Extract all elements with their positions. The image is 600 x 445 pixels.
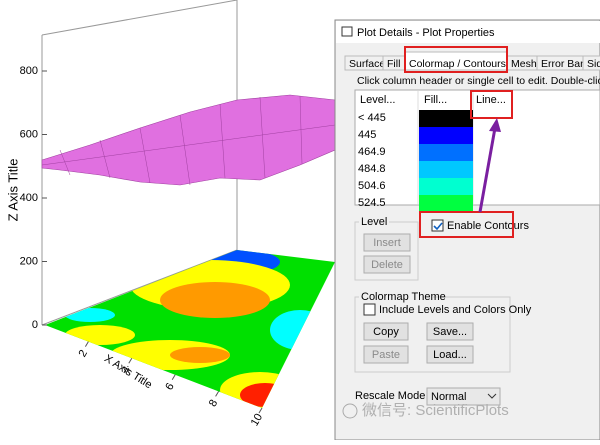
fill-swatch[interactable] (419, 161, 473, 178)
window-icon (341, 26, 353, 37)
button[interactable] (426, 322, 474, 341)
button-label: Delete (371, 259, 403, 271)
tab-label: Mesh (511, 58, 537, 70)
fill-swatch[interactable] (419, 110, 473, 127)
level-cell[interactable]: 464.9 (358, 146, 386, 158)
z-tick-label: 200 (20, 255, 38, 267)
x-tick (171, 374, 176, 381)
surface-mesh (41, 95, 336, 186)
column-header[interactable]: Level... (360, 94, 395, 106)
include-levels-label[interactable]: Include Levels and Colors Only (379, 304, 532, 316)
include-levels-checkbox[interactable] (363, 303, 376, 316)
x-tick (215, 391, 220, 397)
button[interactable] (363, 233, 411, 252)
dialog-title: Plot Details - Plot Properties (357, 27, 495, 39)
z-tick-label: 0 (32, 319, 38, 331)
column-header[interactable]: Line... (476, 94, 506, 106)
button-label: Copy (373, 326, 399, 338)
enable-contours-label[interactable]: Enable Contours (447, 220, 529, 232)
level-group-title: Level (361, 216, 387, 228)
tab-label: Side (587, 58, 600, 70)
annotation-arrow (478, 127, 497, 213)
title-bar (336, 21, 600, 43)
level-cell[interactable]: 504.6 (358, 180, 386, 192)
fill-swatch[interactable] (419, 144, 473, 161)
tab-label: Colormap / Contours (409, 58, 506, 70)
button[interactable] (426, 345, 474, 364)
column-header[interactable]: Fill... (424, 94, 447, 106)
button[interactable] (363, 255, 411, 274)
highlight-boxes (404, 46, 514, 238)
checkmark (433, 222, 443, 231)
group-title-bg (359, 216, 389, 228)
level-cell[interactable]: 484.8 (358, 163, 386, 175)
rescale-mode-dropdown[interactable] (426, 387, 501, 406)
button[interactable] (363, 322, 409, 341)
x-tick-label: 6 (163, 381, 176, 392)
x-tick (84, 341, 89, 347)
button-label: Paste (372, 349, 400, 361)
rescale-mode-label: Rescale Mode (355, 390, 425, 402)
enable-contours-checkbox[interactable] (431, 219, 444, 232)
dialog: Plot Details - Plot Properties Surface Fi… (334, 19, 600, 441)
level-cell[interactable]: < 445 (358, 112, 386, 124)
group-title-bg (359, 291, 433, 303)
x-tick (128, 357, 133, 364)
arrow-head (489, 118, 501, 132)
rescale-mode-value: Normal (431, 391, 466, 403)
surface (41, 94, 336, 186)
dropdown-arrow (487, 393, 497, 399)
fill-swatch[interactable] (419, 127, 473, 144)
fill-swatch[interactable] (419, 178, 473, 195)
colormap-group-title: Colormap Theme (361, 291, 446, 303)
fill-swatch[interactable] (419, 195, 473, 212)
tab[interactable] (582, 55, 600, 71)
watermark: 微信号: ScientificPlots (362, 402, 509, 419)
x-tick-label: 8 (207, 398, 220, 409)
x-tick-label: 2 (77, 348, 90, 359)
button-label: Insert (373, 237, 401, 249)
watermark-icon (342, 403, 358, 419)
button-label: Save... (433, 326, 467, 338)
level-cell[interactable]: 445 (358, 129, 376, 141)
x-tick-label: 4 (120, 365, 133, 376)
button[interactable] (363, 345, 409, 364)
instruction: Click column header or single cell to ed… (357, 75, 600, 87)
levels-table (354, 89, 600, 206)
button-label: Load... (433, 349, 467, 361)
tab-label: Fill (387, 58, 400, 70)
level-cell[interactable]: 524.5 (358, 197, 386, 209)
z-tick-label: 600 (20, 128, 38, 140)
z-axis-title: Z Axis Title (5, 159, 20, 222)
x-tick-label: 10 (249, 412, 266, 429)
tab-label: Error Bar (541, 58, 584, 70)
z-tick-label: 400 (20, 192, 38, 204)
z-tick-label: 800 (20, 65, 38, 77)
tab-label: Surface (349, 58, 385, 70)
plot-axes: 0 200 400 600 800 2 4 6 8 10 (20, 65, 266, 428)
x-tick (258, 407, 263, 414)
